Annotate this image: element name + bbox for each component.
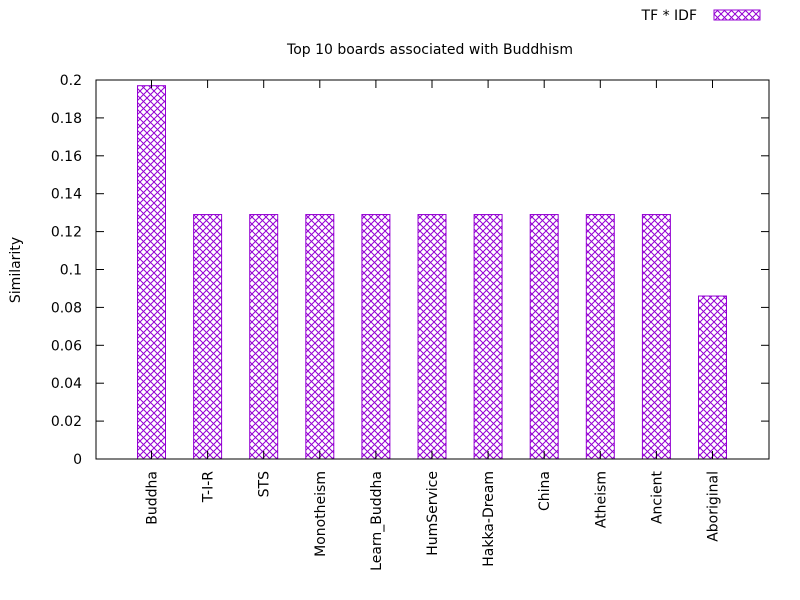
x-tick-label: Atheism <box>593 471 609 528</box>
chart-title: Top 10 boards associated with Buddhism <box>286 42 573 58</box>
bar-ancient <box>641 214 671 460</box>
y-tick-label: 0.14 <box>51 187 82 203</box>
x-tick-label: STS <box>257 471 273 497</box>
y-tick-label: 0.06 <box>51 338 82 354</box>
bar-sts <box>249 214 279 460</box>
x-axis: Buddha T-I-R STS Monotheism Learn_Buddha HumS… <box>145 80 722 571</box>
y-tick-label: 0.1 <box>60 263 82 279</box>
x-tick-label: China <box>537 471 553 511</box>
x-tick-label: Hakka-Dream <box>481 471 497 567</box>
y-tick-label: 0.08 <box>51 300 82 316</box>
x-tick-label: Monotheism <box>313 471 329 557</box>
y-tick-label: 0.18 <box>51 111 82 127</box>
x-tick-label: Ancient <box>649 470 665 524</box>
bar-aboriginal <box>698 295 727 460</box>
bar-buddha <box>137 85 166 460</box>
x-tick-label: Learn_Buddha <box>369 471 385 571</box>
plot-frame <box>95 79 770 460</box>
y-tick-label: 0.02 <box>51 414 82 430</box>
x-tick-label: HumService <box>425 471 441 556</box>
legend-swatch <box>713 9 761 21</box>
legend-label: TF * IDF <box>641 8 697 24</box>
legend: TF * IDF <box>641 8 761 24</box>
y-tick-label: 0.04 <box>51 376 82 392</box>
y-axis: 0 0.02 0.04 0.06 0.08 0.1 0.12 0.14 0.16 0.18 0.2 <box>51 73 769 468</box>
bar-atheism <box>585 214 615 460</box>
y-tick-label: 0.12 <box>51 225 82 241</box>
bar-learn-buddha <box>361 214 391 460</box>
y-tick-label: 0 <box>73 452 82 468</box>
bar-humservice <box>417 214 447 460</box>
bar-hakka-dream <box>473 214 503 460</box>
y-axis-label: Similarity <box>8 237 24 303</box>
x-tick-label: Buddha <box>145 471 161 525</box>
bars-group <box>137 85 727 460</box>
x-tick-label: Aboriginal <box>706 471 722 542</box>
x-tick-label: T-I-R <box>201 471 217 503</box>
y-tick-label: 0.16 <box>51 149 82 165</box>
bar-monotheism <box>305 214 335 460</box>
y-tick-label: 0.2 <box>60 73 82 89</box>
bar-t-i-r <box>193 214 223 460</box>
bar-china <box>529 214 559 460</box>
